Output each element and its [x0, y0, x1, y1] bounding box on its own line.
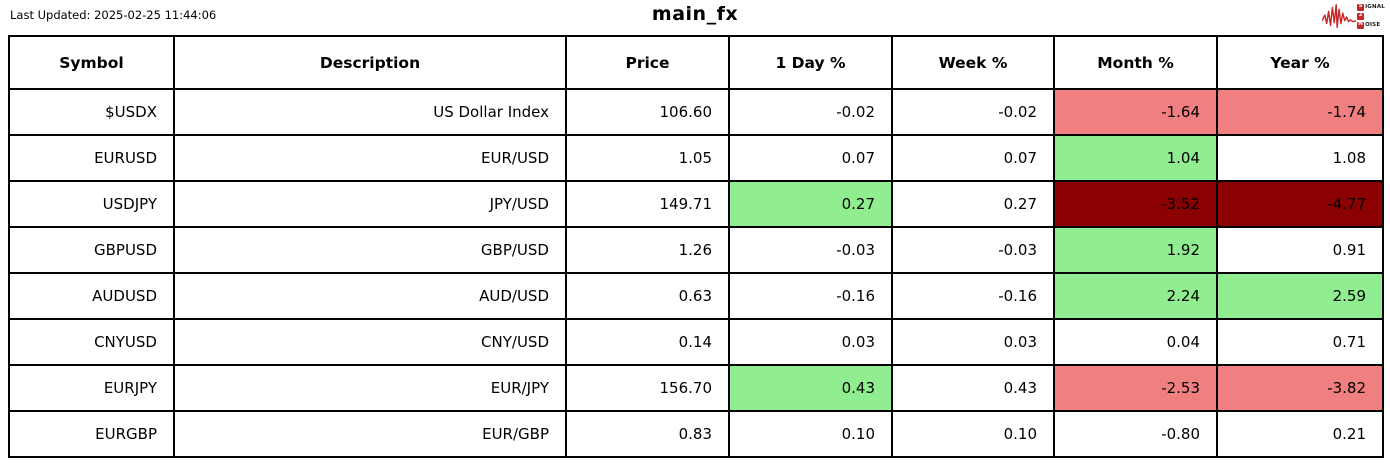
table-cell: 0.14 — [565, 318, 730, 366]
table-cell: -4.77 — [1216, 180, 1384, 228]
logo-line-signal: S IGNAL — [1357, 3, 1385, 11]
table-cell: 1.26 — [565, 226, 730, 274]
table-row: EURUSD EUR/USD 1.05 0.07 0.07 1.04 1.08 — [8, 134, 1384, 182]
table-cell: -3.52 — [1053, 180, 1218, 228]
table-cell: 0.03 — [891, 318, 1055, 366]
header: Last Updated: 2025-02-25 11:44:06 main_f… — [0, 0, 1390, 35]
table-cell: GBP/USD — [173, 226, 567, 274]
table-cell: -0.02 — [728, 88, 893, 136]
table-row: GBPUSD GBP/USD 1.26 -0.03 -0.03 1.92 0.91 — [8, 226, 1384, 274]
logo-line-2: 2 — [1357, 12, 1385, 20]
logo-text: S IGNAL 2 N OISE — [1357, 3, 1385, 29]
table-cell: EURUSD — [8, 134, 175, 182]
fx-table: Symbol Description Price 1 Day % Week % Month… — [8, 35, 1384, 458]
table-cell: 149.71 — [565, 180, 730, 228]
table-cell: 0.10 — [891, 410, 1055, 458]
logo-line-noise: N OISE — [1357, 21, 1385, 29]
table-cell: AUD/USD — [173, 272, 567, 320]
table-cell: EUR/JPY — [173, 364, 567, 412]
column-header: Price — [565, 35, 730, 90]
table-cell: 0.21 — [1216, 410, 1384, 458]
table-cell: CNY/USD — [173, 318, 567, 366]
table-cell: 0.07 — [728, 134, 893, 182]
column-header: Month % — [1053, 35, 1218, 90]
table-cell: -0.16 — [728, 272, 893, 320]
table-cell: -0.03 — [891, 226, 1055, 274]
table-cell: 0.03 — [728, 318, 893, 366]
fx-table-body: $USDX US Dollar Index 106.60 -0.02 -0.02 -1.6… — [8, 88, 1384, 458]
table-cell: -3.82 — [1216, 364, 1384, 412]
table-cell: 2.24 — [1053, 272, 1218, 320]
logo-rest-ignal: IGNAL — [1365, 4, 1385, 10]
table-row: $USDX US Dollar Index 106.60 -0.02 -0.02 -1.6… — [8, 88, 1384, 136]
table-cell: US Dollar Index — [173, 88, 567, 136]
table-cell: GBPUSD — [8, 226, 175, 274]
table-cell: 0.71 — [1216, 318, 1384, 366]
logo-letter-2: 2 — [1357, 12, 1365, 20]
table-row: EURGBP EUR/GBP 0.83 0.10 0.10 -0.80 0.21 — [8, 410, 1384, 458]
logo-letter-s: S — [1357, 3, 1365, 11]
column-header: 1 Day % — [728, 35, 893, 90]
table-cell: JPY/USD — [173, 180, 567, 228]
table-cell: 0.43 — [728, 364, 893, 412]
table-cell: -1.74 — [1216, 88, 1384, 136]
table-cell: $USDX — [8, 88, 175, 136]
waveform-icon — [1322, 3, 1357, 29]
table-cell: 156.70 — [565, 364, 730, 412]
table-cell: 106.60 — [565, 88, 730, 136]
table-cell: 2.59 — [1216, 272, 1384, 320]
table-cell: EURGBP — [8, 410, 175, 458]
header-row: Symbol Description Price 1 Day % Week % Month… — [8, 35, 1384, 90]
table-row: AUDUSD AUD/USD 0.63 -0.16 -0.16 2.24 2.59 — [8, 272, 1384, 320]
table-cell: 0.27 — [728, 180, 893, 228]
page: Last Updated: 2025-02-25 11:44:06 main_f… — [0, 0, 1390, 458]
table-row: EURJPY EUR/JPY 156.70 0.43 0.43 -2.53 -3.82 — [8, 364, 1384, 412]
table-cell: -1.64 — [1053, 88, 1218, 136]
last-updated-text: Last Updated: 2025-02-25 11:44:06 — [10, 8, 217, 22]
table-cell: -2.53 — [1053, 364, 1218, 412]
table-cell: 1.05 — [565, 134, 730, 182]
table-cell: CNYUSD — [8, 318, 175, 366]
table-cell: USDJPY — [8, 180, 175, 228]
table-row: CNYUSD CNY/USD 0.14 0.03 0.03 0.04 0.71 — [8, 318, 1384, 366]
table-cell: EUR/USD — [173, 134, 567, 182]
page-title: main_fx — [651, 3, 739, 25]
column-header: Week % — [891, 35, 1055, 90]
table-cell: 0.07 — [891, 134, 1055, 182]
table-cell: -0.03 — [728, 226, 893, 274]
table-cell: 0.10 — [728, 410, 893, 458]
table-cell: -0.16 — [891, 272, 1055, 320]
table-cell: 1.04 — [1053, 134, 1218, 182]
logo-letter-n: N — [1357, 21, 1365, 29]
table-cell: EURJPY — [8, 364, 175, 412]
table-cell: 0.91 — [1216, 226, 1384, 274]
table-cell: 0.63 — [565, 272, 730, 320]
table-cell: 1.92 — [1053, 226, 1218, 274]
table-cell: -0.80 — [1053, 410, 1218, 458]
column-header: Description — [173, 35, 567, 90]
table-cell: 0.04 — [1053, 318, 1218, 366]
table-cell: AUDUSD — [8, 272, 175, 320]
signal2noise-logo: S IGNAL 2 N OISE — [1322, 1, 1385, 31]
logo-rest-oise: OISE — [1365, 22, 1381, 28]
table-cell: -0.02 — [891, 88, 1055, 136]
table-row: USDJPY JPY/USD 149.71 0.27 0.27 -3.52 -4.77 — [8, 180, 1384, 228]
column-header: Year % — [1216, 35, 1384, 90]
table-cell: 0.27 — [891, 180, 1055, 228]
table-cell: 0.83 — [565, 410, 730, 458]
column-header: Symbol — [8, 35, 175, 90]
table-cell: 0.43 — [891, 364, 1055, 412]
table-cell: 1.08 — [1216, 134, 1384, 182]
table-cell: EUR/GBP — [173, 410, 567, 458]
